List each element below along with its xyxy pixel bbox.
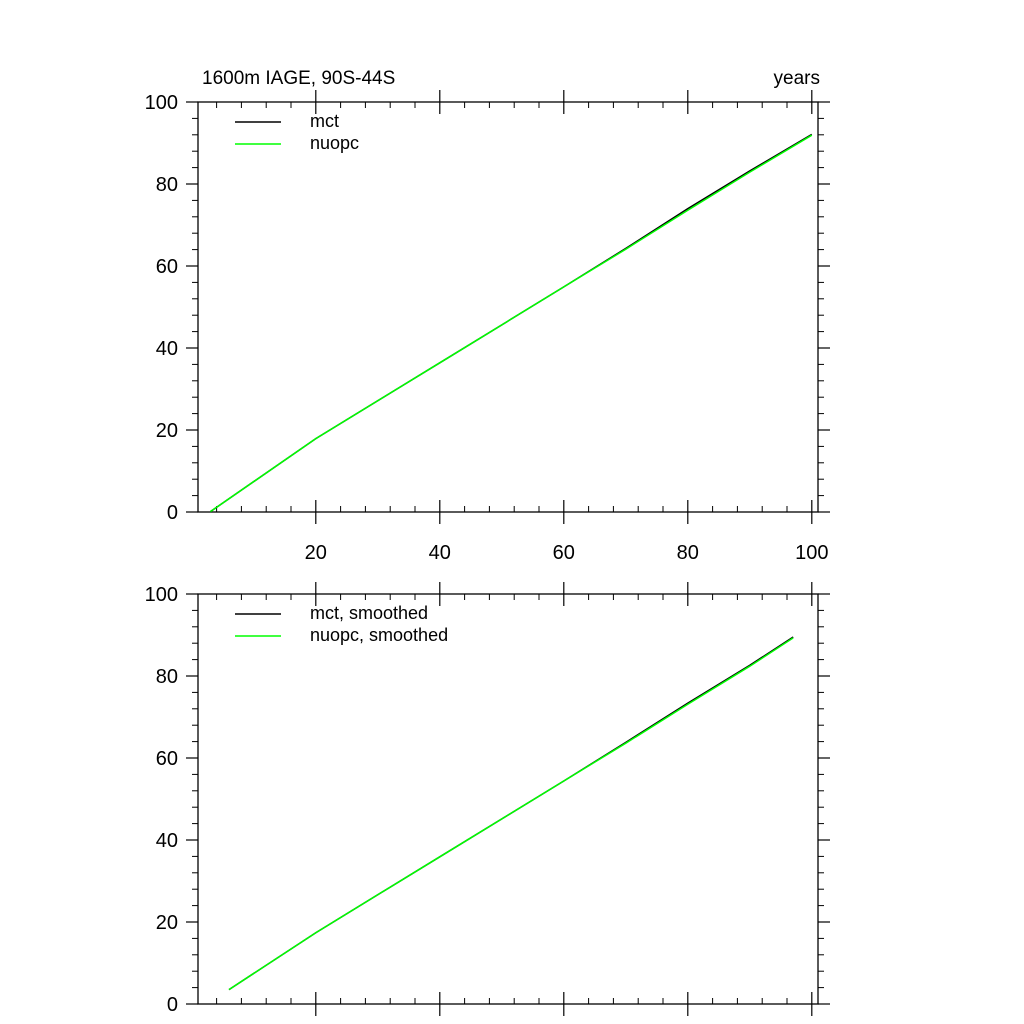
y-tick-label: 20 xyxy=(156,420,178,442)
chart-panel-1: 0 20 40 60 80 100 20 40 60 80 100 1600m IAGE, 90S-4… xyxy=(145,68,830,564)
y-tick-label: 60 xyxy=(156,256,178,278)
chart-right-title: years xyxy=(774,68,820,89)
y-tick-label: 40 xyxy=(156,338,178,360)
legend-label: mct xyxy=(310,111,339,131)
series-line-2 xyxy=(209,134,813,513)
series-line-2 xyxy=(228,637,794,991)
chart-title: 1600m IAGE, 90S-44S xyxy=(202,68,395,89)
plot-frame xyxy=(197,593,819,1005)
y-tick-label: 100 xyxy=(145,92,178,114)
y-tick-label: 80 xyxy=(156,666,178,688)
x-tick-label: 80 xyxy=(677,542,699,564)
y-tick-label: 60 xyxy=(156,748,178,770)
y-tick-label: 20 xyxy=(156,912,178,934)
legend-label: mct, smoothed xyxy=(310,603,428,623)
y-tick-label: 0 xyxy=(167,502,178,524)
x-tick-label: 60 xyxy=(553,542,575,564)
x-tick-label: 20 xyxy=(305,542,327,564)
legend-label: nuopc xyxy=(310,133,359,153)
y-tick-label: 100 xyxy=(145,584,178,606)
y-tick-label: 40 xyxy=(156,830,178,852)
y-tick-label: 0 xyxy=(167,994,178,1016)
series-line-1 xyxy=(209,133,813,513)
x-tick-label: 100 xyxy=(795,542,828,564)
legend-label: nuopc, smoothed xyxy=(310,625,448,645)
plot-frame xyxy=(197,101,819,513)
y-tick-label: 80 xyxy=(156,174,178,196)
x-tick-label: 40 xyxy=(429,542,451,564)
